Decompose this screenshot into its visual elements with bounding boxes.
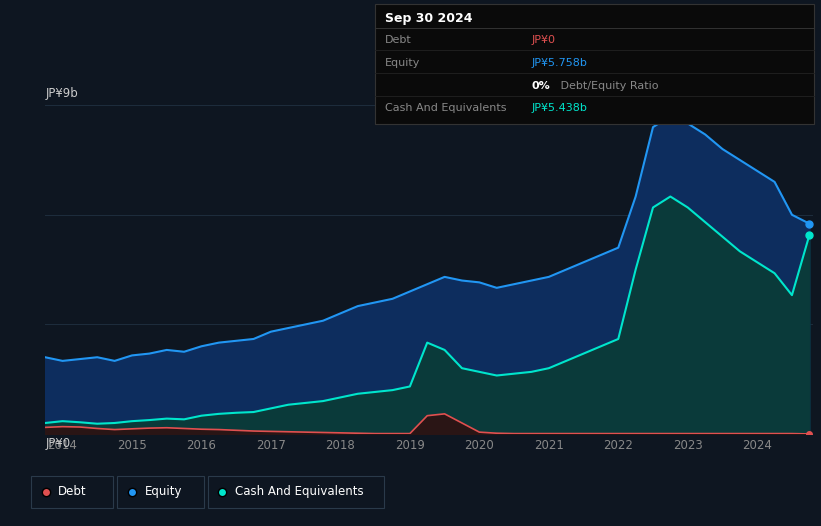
Text: Cash And Equivalents: Cash And Equivalents xyxy=(235,485,364,498)
Text: Debt/Equity Ratio: Debt/Equity Ratio xyxy=(557,80,659,90)
Text: Debt: Debt xyxy=(385,35,412,45)
Text: Debt: Debt xyxy=(58,485,87,498)
Text: JP¥0: JP¥0 xyxy=(45,437,71,450)
Text: 0%: 0% xyxy=(531,80,550,90)
Text: JP¥5.758b: JP¥5.758b xyxy=(531,58,587,68)
Text: Cash And Equivalents: Cash And Equivalents xyxy=(385,103,507,113)
Text: Sep 30 2024: Sep 30 2024 xyxy=(385,13,473,25)
Text: Equity: Equity xyxy=(385,58,420,68)
Text: JP¥9b: JP¥9b xyxy=(45,87,78,100)
Text: JP¥5.438b: JP¥5.438b xyxy=(531,103,587,113)
Text: Equity: Equity xyxy=(144,485,182,498)
Text: JP¥0: JP¥0 xyxy=(531,35,555,45)
